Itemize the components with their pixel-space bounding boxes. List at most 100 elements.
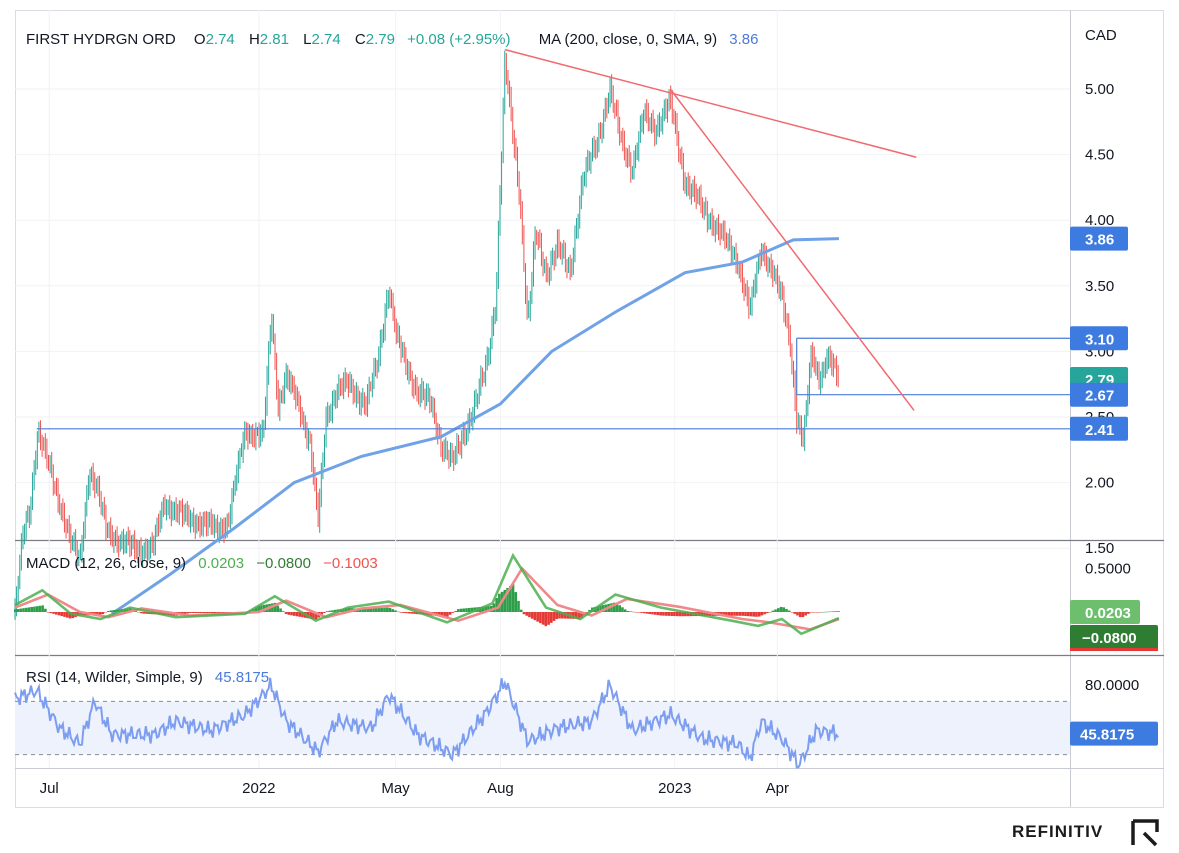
time-tick-label: 2022 — [242, 780, 275, 797]
macd-histogram-bar — [664, 612, 668, 616]
macd-histogram-bar — [38, 605, 42, 612]
macd-histogram-bar — [413, 612, 416, 614]
macd-histogram-bar — [279, 608, 282, 612]
macd-histogram-bar — [574, 612, 578, 619]
level-badge-2-67: 2.67 — [1085, 388, 1114, 405]
macd-histogram-bar — [60, 612, 64, 617]
macd-histogram-bar — [547, 612, 550, 625]
macd-histogram-bar — [519, 609, 523, 612]
macd-legend: MACD (12, 26, close, 9) 0.0203 −0.0800 −… — [26, 555, 378, 572]
macd-histogram-bar — [536, 612, 539, 622]
macd-histogram-bar — [16, 608, 20, 612]
macd-histogram-bar — [55, 612, 58, 615]
macd-value-badge: 0.0203 — [1085, 605, 1131, 622]
macd-histogram-bar — [560, 612, 564, 619]
macd-histogram-bar — [290, 612, 293, 616]
macd-histogram-bar — [287, 612, 291, 615]
macd-histogram-bar — [49, 612, 53, 614]
axis-tick-labels: 5.004.504.003.503.002.502.001.50Jul2022M… — [40, 81, 1140, 797]
macd-histogram-bar — [550, 612, 553, 623]
macd-histogram-bar — [312, 612, 315, 620]
macd-histogram-bar — [735, 612, 739, 616]
signal-value-badge: −0.0800 — [1082, 630, 1137, 647]
macd-histogram-bar — [33, 606, 36, 612]
macd-histogram-bar — [284, 612, 288, 614]
macd-histogram-bar — [725, 612, 728, 616]
macd-histogram-bar — [749, 612, 753, 617]
price-tick-label: 4.00 — [1085, 212, 1114, 229]
macd-histogram-bar — [301, 612, 304, 618]
trendline — [504, 48, 917, 158]
macd-histogram-bar — [782, 607, 786, 612]
macd-histogram-bar — [503, 589, 507, 612]
horizontal-levels — [36, 337, 1070, 430]
time-tick-label: 2023 — [658, 780, 691, 797]
macd-histogram-bar — [487, 606, 490, 612]
macd-histogram-bar — [653, 612, 657, 615]
macd-histogram-bar — [98, 612, 102, 616]
macd-histogram-bar — [580, 612, 583, 619]
macd-histogram-bar — [137, 611, 140, 613]
macd-histogram-bar — [374, 608, 378, 612]
macd-histogram-bar — [741, 612, 745, 616]
macd-histogram-bar — [361, 609, 364, 612]
macd-histogram-bar — [804, 612, 807, 616]
macd-histogram-bar — [511, 584, 515, 612]
macd-histogram-bar — [522, 612, 526, 615]
ma-price-badge: 3.86 — [1085, 232, 1114, 249]
macd-histogram-bar — [208, 612, 211, 614]
macd-histogram-bar — [388, 607, 392, 612]
macd-histogram-bar — [328, 610, 332, 612]
macd-histogram-bar — [470, 607, 474, 612]
macd-histogram-bar — [145, 612, 148, 614]
price-tick-label: 1.50 — [1085, 540, 1114, 557]
macd-histogram-bar — [402, 612, 405, 613]
macd-histogram-bar — [202, 612, 206, 614]
macd-histogram-bar — [410, 612, 414, 614]
macd-histogram-bar — [194, 612, 198, 614]
macd-histogram-bar — [678, 612, 682, 617]
macd-histogram-bar — [675, 612, 679, 617]
macd-histogram-bar — [57, 612, 61, 616]
macd-histogram-bar — [705, 612, 709, 616]
macd-histogram-bar — [323, 612, 326, 613]
macd-histogram-bar — [44, 608, 47, 612]
rsi-line — [14, 677, 839, 769]
macd-histogram-bar — [637, 612, 641, 613]
macd-histogram-bar — [815, 612, 818, 613]
macd-histogram-bar — [744, 612, 747, 617]
macd-histogram-bar — [793, 612, 797, 614]
macd-histogram-bar — [818, 612, 821, 613]
macd-histogram-bar — [377, 608, 381, 612]
macd-histogram-bar — [128, 608, 132, 612]
macd-histogram-bar — [440, 612, 444, 617]
macd-histogram-bar — [22, 608, 25, 612]
macd-histogram-bar — [320, 612, 323, 616]
macd-histogram-bar — [771, 610, 775, 612]
macd-histogram-bar — [779, 606, 783, 612]
macd-histogram-bar — [366, 608, 370, 612]
level-badge-3-10-bg — [1070, 326, 1128, 351]
macd-histogram-bar — [199, 612, 203, 614]
macd-histogram-bar — [273, 602, 277, 612]
macd-histogram-bar — [752, 612, 755, 617]
macd-histogram-bar — [820, 611, 824, 613]
rsi-band — [15, 700, 1070, 756]
macd-histogram-bar — [632, 611, 635, 613]
macd-histogram-bar — [358, 608, 362, 612]
macd-histogram-bar — [738, 612, 742, 616]
macd-histogram-bar — [219, 612, 222, 614]
macd-histogram-bar — [634, 612, 638, 613]
macd-histogram-bar — [621, 607, 624, 612]
macd-histogram-bar — [347, 607, 351, 612]
macd-histogram-bar — [344, 608, 348, 612]
macd-histogram-bar — [139, 612, 143, 614]
macd-histogram-bar — [276, 605, 280, 612]
trendline — [669, 88, 915, 411]
macd-histogram-bar — [670, 612, 673, 616]
macd-histogram-bar — [391, 609, 395, 612]
time-tick-label: May — [381, 780, 410, 797]
macd-histogram-bar — [437, 612, 441, 617]
macd-histogram-bar — [828, 611, 832, 613]
